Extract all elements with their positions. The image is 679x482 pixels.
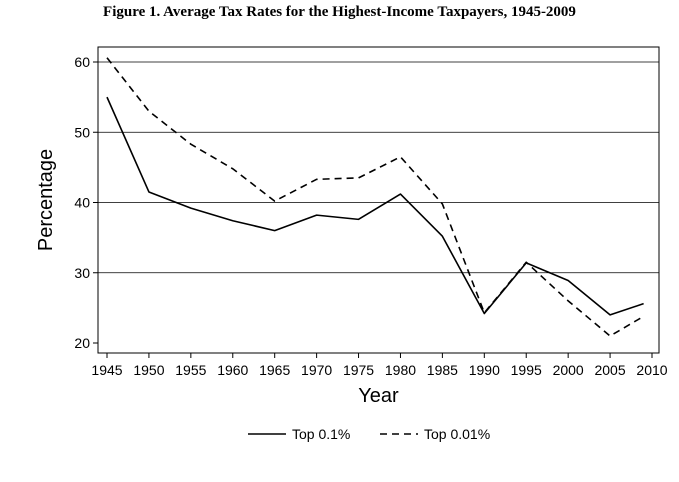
x-tick-label-1960: 1960	[217, 362, 248, 378]
legend-label-1: Top 0.1%	[292, 426, 350, 442]
y-tick-label-50: 50	[74, 124, 90, 140]
chart-title: Figure 1. Average Tax Rates for the High…	[103, 4, 576, 20]
x-tick-label-1970: 1970	[301, 362, 332, 378]
y-axis-label: Percentage	[35, 149, 57, 251]
legend-label-2: Top 0.01%	[424, 426, 490, 442]
series-line-2	[106, 57, 645, 337]
x-tick-label-2010: 2010	[636, 362, 667, 378]
y-tick-label-60: 60	[74, 54, 90, 70]
y-tick-label-40: 40	[74, 195, 90, 211]
x-axis-label: Year	[358, 385, 399, 407]
x-tick-label-1975: 1975	[343, 362, 374, 378]
x-tick-label-1990: 1990	[469, 362, 500, 378]
x-tick-label-1985: 1985	[427, 362, 458, 378]
y-tick-label-20: 20	[74, 335, 90, 351]
series-line-1	[106, 96, 644, 316]
x-tick-label-1995: 1995	[511, 362, 542, 378]
x-tick-label-1950: 1950	[133, 362, 164, 378]
x-tick-label-1945: 1945	[91, 362, 122, 378]
plot-frame	[97, 46, 660, 354]
y-tick-label-30: 30	[74, 265, 90, 281]
x-tick-label-1980: 1980	[385, 362, 416, 378]
x-tick-label-1955: 1955	[175, 362, 206, 378]
x-tick-label-2005: 2005	[594, 362, 625, 378]
x-tick-label-2000: 2000	[553, 362, 584, 378]
x-tick-label-1965: 1965	[259, 362, 290, 378]
